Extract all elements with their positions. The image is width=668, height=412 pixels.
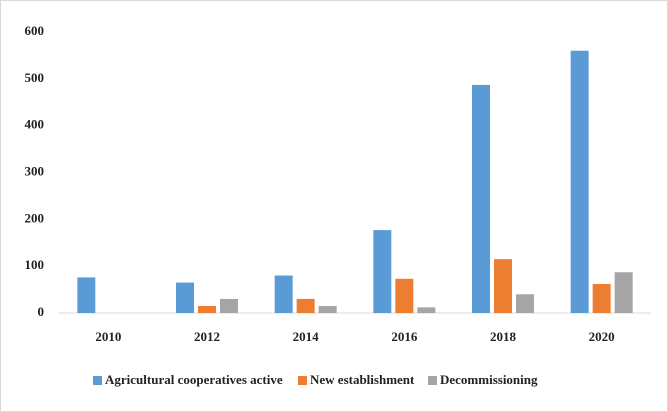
x-tick-label: 2014 <box>293 329 320 344</box>
legend-label: Agricultural cooperatives active <box>105 372 283 387</box>
y-tick-label: 200 <box>25 210 45 225</box>
y-tick-label: 300 <box>25 163 45 178</box>
x-tick-label: 2018 <box>490 329 517 344</box>
bar <box>395 278 414 313</box>
bar <box>176 282 194 313</box>
bar <box>494 259 512 313</box>
x-tick-label: 2016 <box>391 329 418 344</box>
y-tick-label: 0 <box>38 304 45 319</box>
y-tick-label: 600 <box>25 23 45 38</box>
bar <box>592 283 611 313</box>
x-tick-label: 2010 <box>95 329 121 344</box>
bar <box>472 84 490 314</box>
y-tick-label: 100 <box>25 257 45 272</box>
bar <box>296 298 315 313</box>
x-tick-label: 2020 <box>589 329 615 344</box>
bar <box>198 305 216 313</box>
legend-swatch <box>93 376 102 385</box>
legend-swatch <box>298 376 307 385</box>
y-tick-label: 400 <box>25 117 45 132</box>
legend-label: New establishment <box>310 372 415 387</box>
bar <box>318 305 337 313</box>
bar <box>373 230 392 313</box>
legend-label: Decommissioning <box>440 372 538 387</box>
x-tick-label: 2012 <box>194 329 220 344</box>
y-tick-label: 500 <box>25 70 45 85</box>
legend-swatch <box>428 376 437 385</box>
bar <box>570 50 589 313</box>
bar <box>77 277 96 313</box>
bar <box>220 298 238 313</box>
bar <box>417 307 436 313</box>
bar <box>516 294 534 313</box>
bar <box>614 272 633 313</box>
bar <box>274 275 293 313</box>
